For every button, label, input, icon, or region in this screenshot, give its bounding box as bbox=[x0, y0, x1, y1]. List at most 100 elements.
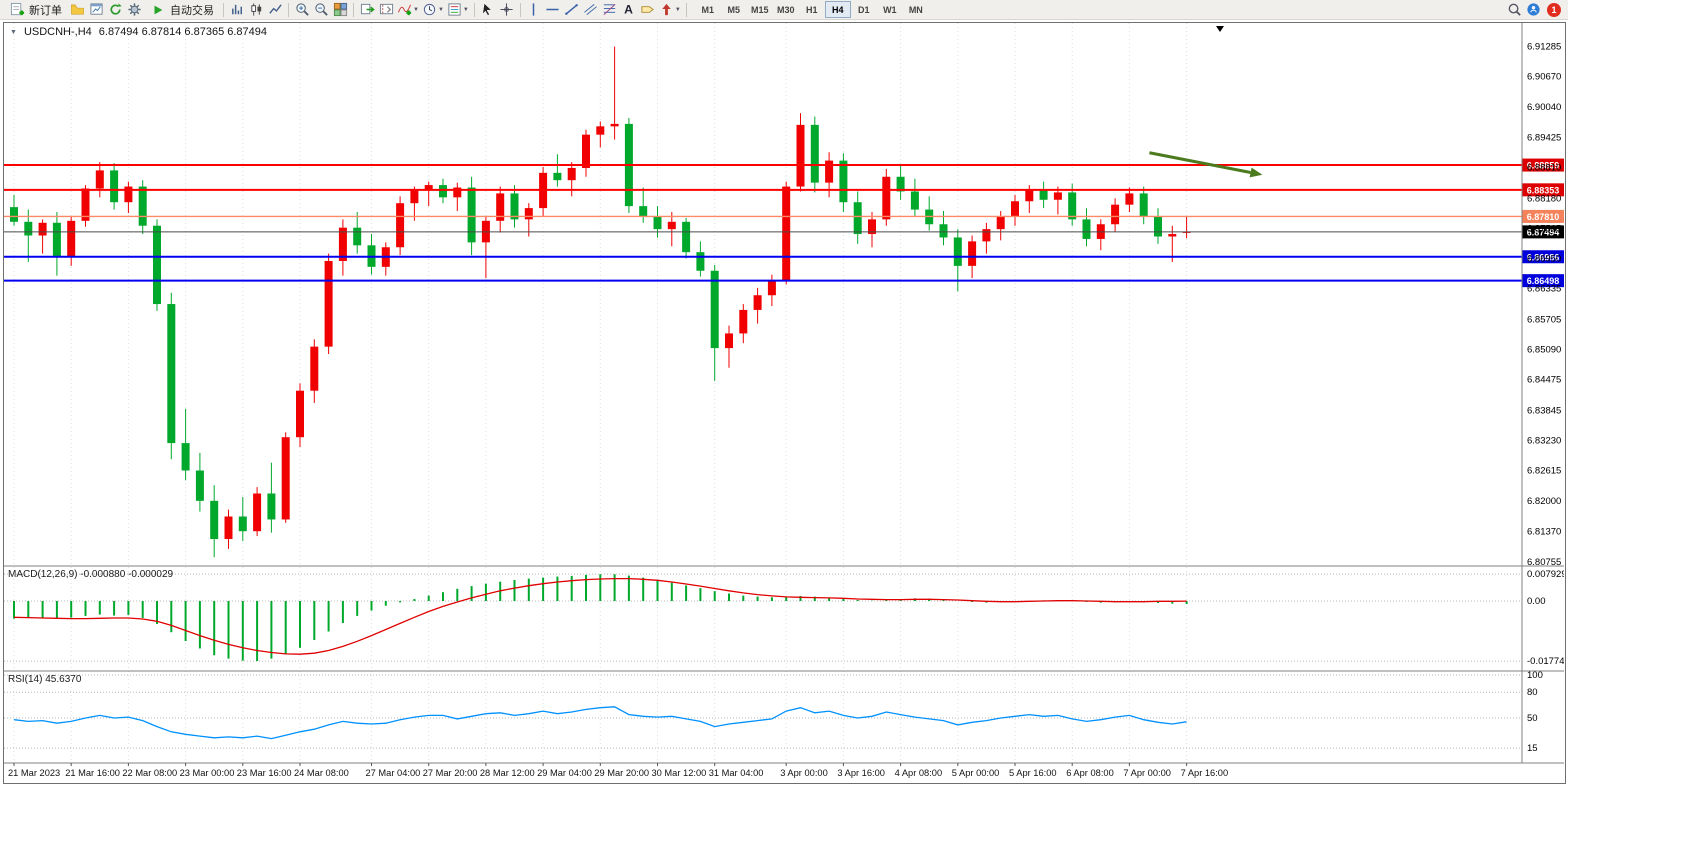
svg-text:15: 15 bbox=[1527, 743, 1538, 754]
macd-label: MACD(12,26,9) -0.000880 -0.000029 bbox=[8, 569, 174, 580]
macd-panel: MACD(12,26,9) -0.000880 -0.000029 bbox=[8, 569, 1188, 662]
chart-shift-button[interactable] bbox=[377, 1, 395, 18]
timeframe-w1-button[interactable]: W1 bbox=[877, 1, 903, 18]
arrows-button[interactable]: ▼ bbox=[658, 1, 682, 18]
time-axis[interactable]: 21 Mar 2023 21 Mar 16:00 22 Mar 08:00 23 Ma… bbox=[4, 762, 1564, 778]
timeframe-h4-button[interactable]: H4 bbox=[824, 1, 851, 18]
channel-button[interactable] bbox=[582, 1, 600, 18]
macd-signal-line bbox=[13, 577, 1187, 655]
refresh-icon bbox=[109, 3, 122, 15]
dropdown-caret: ▼ bbox=[674, 6, 681, 13]
new-order-label: 新订单 bbox=[29, 4, 62, 17]
ohlc-values: 6.87494 6.87814 6.87365 6.87494 bbox=[98, 26, 267, 38]
svg-text:50: 50 bbox=[1527, 713, 1538, 724]
options-icon bbox=[127, 3, 141, 16]
indicator-level-grid bbox=[4, 573, 1522, 749]
indicators-button[interactable]: ▼ bbox=[396, 1, 420, 18]
new-order-icon bbox=[10, 2, 24, 16]
svg-text:3 Apr 00:00: 3 Apr 00:00 bbox=[780, 768, 828, 778]
timeframe-group: M1 M5 M15 M30 H1 H4 D1 W1 MN bbox=[695, 1, 929, 18]
zoom-out-icon bbox=[314, 3, 328, 16]
svg-text:80: 80 bbox=[1527, 687, 1538, 698]
options-button[interactable] bbox=[125, 1, 143, 18]
price-tag-6.86986 bbox=[1522, 250, 1564, 264]
trend-arrow-object[interactable] bbox=[1149, 151, 1263, 178]
price-tag-6.87494 bbox=[1522, 225, 1564, 239]
timeframe-m15-button[interactable]: M15 bbox=[747, 1, 773, 18]
toolbar-separator bbox=[288, 2, 289, 17]
toolbar-separator bbox=[353, 2, 354, 17]
svg-text:23 Mar 16:00: 23 Mar 16:00 bbox=[237, 768, 292, 778]
fibonacci-button[interactable] bbox=[601, 1, 619, 18]
timeframe-h1-button[interactable]: H1 bbox=[799, 1, 825, 18]
crosshair-button[interactable] bbox=[498, 1, 516, 18]
timeframe-m5-button[interactable]: M5 bbox=[721, 1, 747, 18]
price-levels: 6.88859 6.88353 6.87810 6.87494 6.86986 6.864… bbox=[4, 158, 1564, 288]
line-chart-icon bbox=[268, 4, 282, 14]
cursor-button[interactable] bbox=[479, 1, 497, 18]
svg-text:30 Mar 12:00: 30 Mar 12:00 bbox=[652, 768, 707, 778]
chart-ohlc-header: ▼ USDCNH-,H4 6.87494 6.87814 6.87365 6.8… bbox=[10, 26, 267, 38]
svg-text:6.88810: 6.88810 bbox=[1527, 162, 1561, 173]
crosshair-icon bbox=[500, 3, 513, 16]
refresh-button[interactable] bbox=[106, 1, 124, 18]
svg-text:6.90670: 6.90670 bbox=[1527, 71, 1561, 82]
svg-text:7 Apr 00:00: 7 Apr 00:00 bbox=[1123, 768, 1171, 778]
svg-text:29 Mar 20:00: 29 Mar 20:00 bbox=[594, 768, 649, 778]
label-button[interactable] bbox=[639, 1, 657, 18]
main-toolbar: 新订单 自动交易 ▼ ▼ ▼ A ▼ bbox=[0, 0, 1568, 20]
text-button[interactable]: A bbox=[620, 1, 638, 18]
auto-scroll-button[interactable] bbox=[358, 1, 376, 18]
templates-button[interactable]: ▼ bbox=[446, 1, 470, 18]
svg-text:6.88859: 6.88859 bbox=[1527, 161, 1560, 171]
dropdown-caret: ▼ bbox=[462, 6, 469, 13]
toolbar-separator bbox=[223, 2, 224, 17]
timeframe-m30-button[interactable]: M30 bbox=[773, 1, 799, 18]
svg-text:6.83230: 6.83230 bbox=[1527, 436, 1561, 447]
svg-text:6.86986: 6.86986 bbox=[1527, 252, 1560, 262]
vertical-line-button[interactable] bbox=[525, 1, 543, 18]
svg-text:4 Apr 08:00: 4 Apr 08:00 bbox=[895, 768, 943, 778]
symbol-period-label: USDCNH-,H4 bbox=[23, 26, 92, 38]
toolbar-separator bbox=[519, 2, 521, 17]
trendline-button[interactable] bbox=[563, 1, 581, 18]
notification-badge[interactable]: 1 bbox=[1547, 2, 1561, 17]
auto-trading-label: 自动交易 bbox=[170, 4, 214, 17]
svg-text:-0.017743: -0.017743 bbox=[1527, 656, 1564, 667]
svg-text:21 Mar 16:00: 21 Mar 16:00 bbox=[65, 768, 120, 778]
print-preview-button[interactable] bbox=[87, 1, 105, 18]
chart-canvas[interactable]: 6.88859 6.88353 6.87810 6.87494 6.86986 6.864… bbox=[4, 23, 1570, 781]
svg-text:27 Mar 20:00: 27 Mar 20:00 bbox=[423, 768, 478, 778]
chart-window[interactable]: 6.88859 6.88353 6.87810 6.87494 6.86986 6.864… bbox=[3, 22, 1570, 784]
line-chart-button[interactable] bbox=[266, 1, 284, 18]
timeframe-d1-button[interactable]: D1 bbox=[851, 1, 877, 18]
play-icon bbox=[154, 5, 163, 14]
timeframe-mn-button[interactable]: MN bbox=[903, 1, 929, 18]
svg-text:6.87810: 6.87810 bbox=[1527, 212, 1560, 222]
profiles-button[interactable] bbox=[68, 1, 86, 18]
community-button[interactable] bbox=[1524, 1, 1542, 18]
candlestick-chart-button[interactable] bbox=[247, 1, 265, 18]
svg-text:6.86335: 6.86335 bbox=[1527, 284, 1561, 295]
zoom-in-button[interactable] bbox=[293, 1, 311, 18]
search-button[interactable] bbox=[1505, 1, 1523, 18]
periods-button[interactable]: ▼ bbox=[421, 1, 445, 18]
zoom-out-button[interactable] bbox=[312, 1, 330, 18]
tile-windows-icon bbox=[333, 2, 347, 17]
tile-windows-button[interactable] bbox=[331, 1, 349, 18]
candlestick-chart-icon bbox=[250, 3, 261, 16]
svg-text:7 Apr 16:00: 7 Apr 16:00 bbox=[1181, 768, 1229, 778]
horizontal-line-button[interactable] bbox=[544, 1, 562, 18]
svg-text:24 Mar 08:00: 24 Mar 08:00 bbox=[294, 768, 349, 778]
time-grid bbox=[13, 23, 1188, 763]
price-axis[interactable]: 6.91285 6.90670 6.90040 6.89425 6.88810 6.881… bbox=[1521, 23, 1570, 763]
svg-text:6.91285: 6.91285 bbox=[1527, 41, 1561, 52]
bar-chart-button[interactable] bbox=[228, 1, 246, 18]
auto-trading-button[interactable]: 自动交易 bbox=[144, 1, 219, 19]
one-click-trading-arrow[interactable]: ▼ bbox=[10, 28, 17, 36]
horizontal-line-icon bbox=[546, 8, 559, 11]
svg-text:6.89425: 6.89425 bbox=[1527, 132, 1561, 143]
svg-text:6.80755: 6.80755 bbox=[1527, 557, 1561, 568]
timeframe-m1-button[interactable]: M1 bbox=[695, 1, 721, 18]
new-order-button[interactable]: 新订单 bbox=[3, 1, 67, 19]
